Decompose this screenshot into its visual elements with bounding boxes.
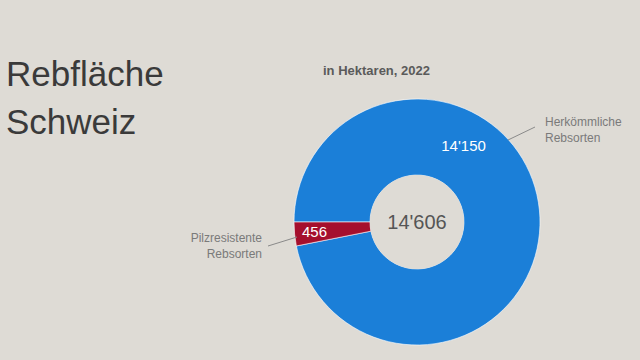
category-label-line: Herkömmliche bbox=[545, 115, 622, 129]
donut-hole bbox=[370, 175, 464, 269]
title-line: Rebfläche bbox=[6, 54, 164, 93]
category-label: Pilzresistente Rebsorten bbox=[191, 231, 263, 261]
category-label-line: Rebsorten bbox=[545, 131, 600, 145]
donut: 14'150 456 14'606 bbox=[294, 99, 540, 345]
total-label: 14'606 bbox=[387, 211, 446, 233]
subtitle: in Hektaren, 2022 bbox=[323, 63, 430, 78]
slice bbox=[294, 222, 371, 246]
title: Rebfläche Schweiz bbox=[6, 54, 164, 141]
data-label: 14'150 bbox=[441, 137, 486, 154]
category-label: Herkömmliche Rebsorten bbox=[545, 115, 622, 145]
category-label-line: Pilzresistente bbox=[191, 231, 263, 245]
connector bbox=[508, 127, 535, 140]
slice bbox=[294, 99, 540, 345]
title-line: Schweiz bbox=[6, 102, 136, 141]
category-label-line: Rebsorten bbox=[207, 247, 262, 261]
chart: Rebfläche Schweiz in Hektaren, 2022 14'150 4… bbox=[0, 0, 640, 360]
connector bbox=[268, 237, 297, 246]
data-label: 456 bbox=[302, 223, 327, 240]
